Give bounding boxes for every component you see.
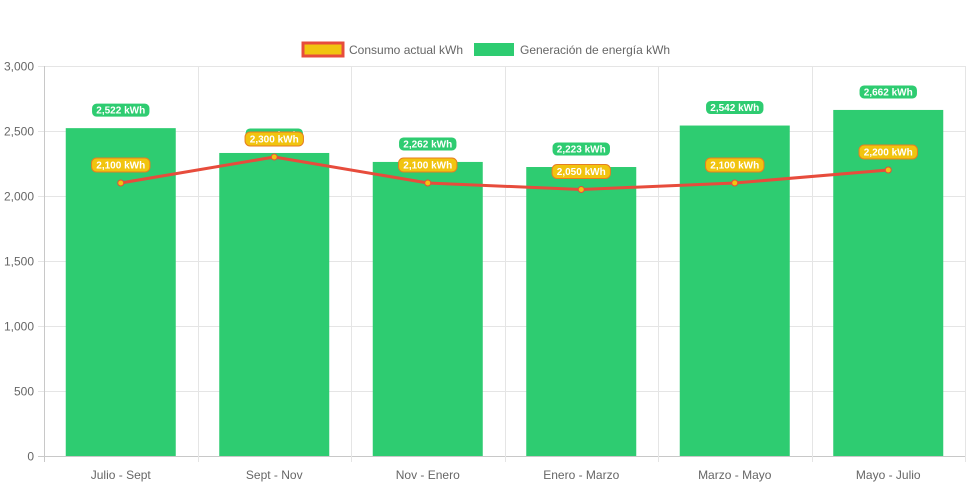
consumption-value-label: 2,100 kWh [710,161,759,172]
generation-value-label: 2,542 kWh [710,103,759,114]
generation-value-label-bg [705,100,765,116]
y-tick-label: 3,000 [4,60,34,74]
generation-value-label-bg [858,84,918,100]
generation-value-label: 2,223 kWh [557,145,606,156]
y-tick-label: 2,500 [4,125,34,139]
consumption-line-path [120,155,889,191]
x-tick-label: Enero - Marzo [543,468,619,482]
generation-value-label: 2,662 kWh [864,87,913,98]
generation-value-label-bg [91,102,151,118]
x-tick-label: Nov - Enero [396,468,460,482]
consumption-value-label: 2,200 kWh [864,148,913,159]
consumption-value-label: 2,050 kWh [557,167,606,178]
generation-value-label-bg [551,141,611,157]
generation-value-label: 2,262 kWh [403,139,452,150]
x-tick-label: Marzo - Mayo [698,468,772,482]
generation-value-label: 2,522 kWh [96,106,145,117]
y-tick-label: 0 [27,450,34,464]
consumption-point [270,153,278,161]
consumption-value-label: 2,100 kWh [96,161,145,172]
x-tick-label: Sept - Nov [246,468,303,482]
legend-label: Generación de energía kWh [520,43,670,57]
legend-label: Consumo actual kWh [349,43,463,57]
consumption-point [884,166,892,174]
consumption-point [731,179,739,187]
consumption-value-label-bg [705,157,765,173]
generation-bar [526,167,637,456]
y-tick-label: 1,000 [4,320,34,334]
consumption-value-label-bg [551,164,611,179]
consumption-value-label: 2,300 kWh [250,135,299,146]
y-tick-label: 500 [14,385,34,399]
consumption-point [577,186,585,193]
consumption-value-label-bg [91,157,151,173]
y-tick-label: 2,000 [4,190,34,204]
axes: 0 500 1,000 1,500 2,000 2,500 3,000 Julio - Sep… [4,60,921,483]
legend-swatch [474,43,514,56]
generation-value-label-bg [398,136,458,152]
y-tick-label: 1,500 [4,255,34,269]
bars [65,109,944,456]
grid [38,66,966,462]
consumption-point [117,179,125,187]
x-tick-label: Julio - Sept [91,468,152,482]
generation-bar [219,152,330,456]
x-tick-label: Mayo - Julio [856,468,921,482]
generation-bar [833,109,944,456]
legend-swatch [301,41,345,58]
consumption-value-label-bg [398,157,458,173]
generation-bar [372,161,483,456]
consumption-value-label: 2,100 kWh [403,161,452,172]
consumption-value-label-bg [244,131,304,147]
consumption-line [117,153,892,193]
generation-bar [679,125,790,456]
consumption-point [424,179,432,187]
legend[interactable]: Consumo actual kWh Generación de energía … [301,41,670,58]
consumption-value-label-bg [858,144,918,160]
